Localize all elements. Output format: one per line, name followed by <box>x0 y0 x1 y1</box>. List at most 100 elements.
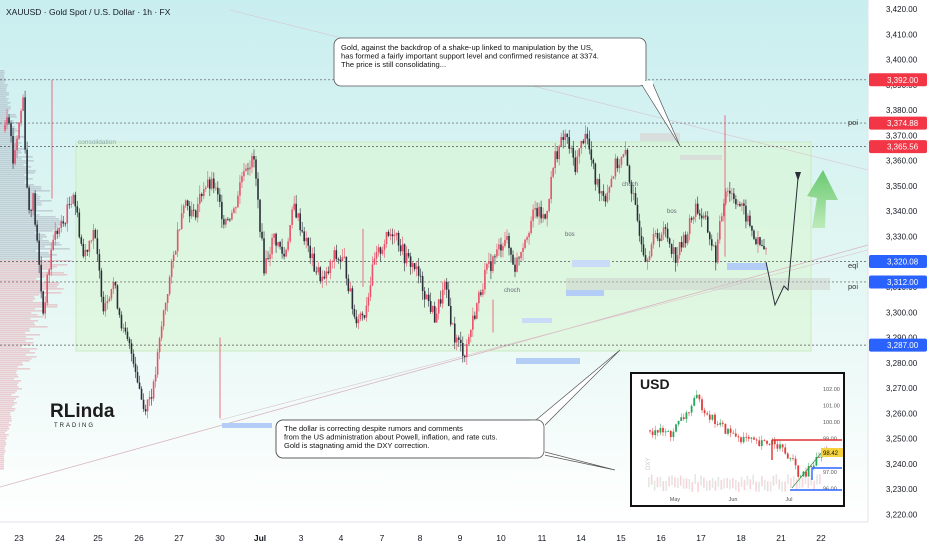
inset-candle-body <box>768 443 771 445</box>
volume-bar <box>0 286 58 288</box>
candle-body <box>86 249 89 252</box>
volume-bar <box>0 164 24 166</box>
volume-bar <box>0 376 19 378</box>
candle-body <box>540 206 542 219</box>
inset-candle-body <box>656 430 659 433</box>
inset-volume <box>682 478 685 489</box>
candle-body <box>648 256 651 260</box>
candle-body <box>554 151 556 169</box>
inset-volume <box>813 480 815 491</box>
candle-body <box>672 247 675 254</box>
price-axis[interactable]: 3,420.003,410.003,400.003,390.003,380.00… <box>869 5 927 519</box>
candle-body <box>32 193 34 211</box>
time-axis[interactable]: 23 24 25 26 27 30 Jul 3 4 7 8 9 10 11 14 15 16 17 18 21 22 <box>14 533 826 543</box>
volume-bar <box>0 308 36 310</box>
candle-body <box>572 147 575 158</box>
volume-bar <box>0 116 17 118</box>
candle-body <box>317 267 320 273</box>
candle-body <box>150 397 153 399</box>
volume-bar <box>0 186 42 188</box>
candle-body <box>60 221 63 228</box>
candle-body <box>592 159 595 164</box>
candle-body <box>427 294 430 301</box>
candle-body <box>472 315 474 330</box>
candle-body <box>56 230 59 234</box>
candle-body <box>38 240 40 265</box>
candle-body <box>439 299 442 304</box>
candle-body <box>526 237 528 240</box>
candle-body <box>522 247 524 252</box>
candle-body <box>309 245 312 259</box>
candle-body <box>564 133 567 140</box>
volume-bar <box>0 410 15 412</box>
candle-body <box>168 277 171 294</box>
candle-body <box>600 191 603 194</box>
inset-y-tick: 97.00 <box>823 470 837 476</box>
candle-body <box>174 251 177 255</box>
candle-body <box>353 308 356 317</box>
volume-bar <box>0 256 52 258</box>
candle-body <box>658 238 661 242</box>
candle-body <box>62 221 65 224</box>
candle-body <box>755 238 757 245</box>
candle-body <box>696 203 699 214</box>
volume-bar <box>0 214 40 216</box>
candle-body <box>106 301 109 304</box>
candle-body <box>190 209 193 217</box>
volume-bar <box>0 396 19 398</box>
volume-bar <box>0 312 32 314</box>
candle-body <box>247 168 249 170</box>
volume-bar <box>0 282 60 284</box>
candle-body <box>717 239 719 263</box>
candle-body <box>221 201 223 220</box>
candle-body <box>138 382 141 389</box>
candle-body <box>160 326 163 339</box>
y-tick-label: 3,250.00 <box>886 435 918 444</box>
volume-bar <box>0 160 34 162</box>
inset-candle-body <box>724 423 727 434</box>
inset-volume <box>798 478 801 489</box>
candle-body <box>345 256 348 279</box>
inset-price-tag-text: 98.42 <box>823 451 839 457</box>
candle-body <box>80 237 83 244</box>
candle-body <box>229 219 231 221</box>
volume-bar <box>0 152 22 154</box>
volume-bar <box>0 374 18 376</box>
candle-body <box>686 234 689 244</box>
volume-bar <box>0 288 64 290</box>
inset-candle-body <box>812 465 815 468</box>
volume-bar <box>0 336 27 338</box>
volume-bar <box>0 284 59 286</box>
volume-bar <box>0 178 33 180</box>
inset-volume <box>810 475 812 486</box>
inset-candle-body <box>758 440 761 446</box>
inset-volume <box>749 479 752 490</box>
candle-body <box>403 244 406 264</box>
inset-volume <box>708 480 711 491</box>
inset-candle-body <box>698 394 701 400</box>
candle-body <box>271 237 273 255</box>
inset-volume <box>720 479 723 490</box>
inset-volume <box>787 474 789 485</box>
candle-body <box>628 165 631 183</box>
candle-body <box>504 239 506 247</box>
candle-body <box>646 259 649 262</box>
inset-y-tick: 101.00 <box>823 404 840 410</box>
candle-body <box>142 399 145 410</box>
inset-volume <box>679 475 682 486</box>
candle-body <box>411 263 414 267</box>
x-tick-label: 4 <box>339 533 344 543</box>
poi-label: poi <box>848 282 858 291</box>
candle-body <box>78 212 81 238</box>
candle-body <box>359 313 362 320</box>
candle-body <box>182 205 185 214</box>
candle-body <box>419 275 422 277</box>
candle-body <box>301 230 303 232</box>
inset-candle-body <box>807 466 810 477</box>
volume-bar <box>0 452 5 454</box>
candle-body <box>460 339 462 344</box>
candle-body <box>530 220 532 234</box>
candle-body <box>608 187 611 193</box>
candle-body <box>421 276 424 292</box>
